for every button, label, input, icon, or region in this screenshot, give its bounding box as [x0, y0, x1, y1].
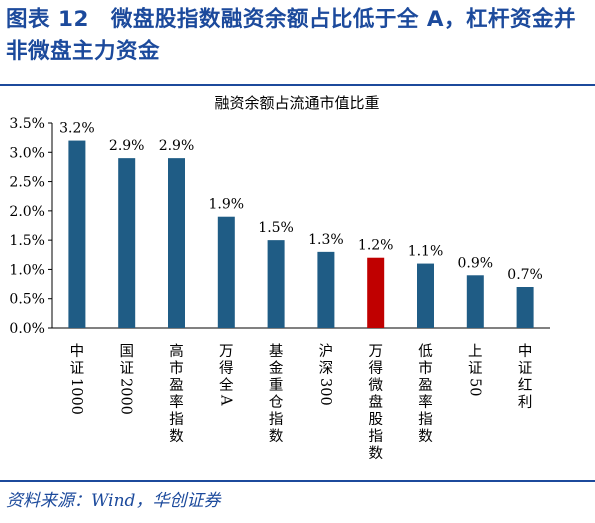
y-tick-label: 0.5%: [9, 292, 45, 308]
chart-title: 融资余额占流通市值比重: [214, 94, 379, 112]
x-tick-label: 基金重仓指数: [269, 343, 284, 445]
x-tick-label: 国证: [119, 344, 134, 377]
x-tick-label: 沪深: [319, 343, 334, 377]
bar: [317, 251, 335, 328]
bar-value-label: 1.1%: [408, 244, 444, 260]
y-tick-label: 3.0%: [9, 145, 45, 161]
x-tick-label: 高市盈率指数: [169, 343, 184, 445]
bar-value-label: 2.9%: [109, 138, 145, 154]
bar-value-label: 3.2%: [59, 121, 95, 137]
x-tick-label: 上证: [468, 343, 483, 377]
x-tick-label: 万得微盘股指数: [368, 344, 383, 462]
y-tick-label: 2.0%: [9, 204, 45, 220]
x-tick-label: 中证红利: [518, 343, 533, 411]
y-tick-label: 2.5%: [9, 175, 45, 191]
y-tick-label: 1.5%: [9, 233, 45, 249]
bar: [118, 158, 136, 328]
bar-value-label: 1.3%: [308, 232, 344, 248]
x-tick-label: 低市盈率指数: [418, 343, 433, 445]
x-tick-label-rotated: 2000: [118, 378, 134, 415]
x-tick-label-rotated: A: [217, 394, 233, 406]
x-tick-label: 中证: [70, 343, 85, 377]
bars: [68, 140, 534, 328]
bar-value-label: 2.9%: [159, 138, 195, 154]
y-tick-label: 3.5%: [9, 116, 45, 132]
bar-value-label: 0.7%: [507, 267, 543, 283]
y-tick-label: 1.0%: [9, 262, 45, 278]
source-note: 资料来源：Wind，华创证券: [6, 491, 221, 511]
bar: [516, 287, 534, 328]
bar: [168, 158, 185, 328]
bar-value-label: 0.9%: [458, 255, 494, 271]
bar: [217, 216, 235, 328]
source-divider: [0, 480, 595, 482]
bar: [417, 263, 434, 328]
bar-value-label: 1.2%: [358, 238, 394, 254]
bar: [267, 240, 285, 328]
x-tick-label-rotated: 300: [317, 378, 333, 406]
bar-chart: 融资余额占流通市值比重 0.0% 0.5% 1.0% 1.5% 2.0% 2.5% 3.0%…: [9, 94, 550, 462]
figure-title: 图表 12 微盘股指数融资余额占比低于全 A，杠杆资金并非微盘主力资金: [6, 7, 577, 64]
x-tick-label-rotated: 50: [466, 378, 482, 396]
bar: [466, 275, 484, 328]
x-tick-label: 万得全: [219, 344, 234, 394]
bar: [68, 140, 86, 328]
bar: [367, 257, 385, 328]
y-tick-label: 0.0%: [9, 321, 45, 337]
title-divider: [0, 84, 595, 86]
x-tick-label-rotated: 1000: [68, 378, 84, 415]
bar-value-label: 1.5%: [258, 220, 294, 236]
bar-value-label: 1.9%: [209, 197, 245, 213]
value-labels: 3.2% 2.9% 2.9% 1.9% 1.5% 1.3% 1.2% 1.1% 0.9% 0.7%: [59, 121, 543, 283]
